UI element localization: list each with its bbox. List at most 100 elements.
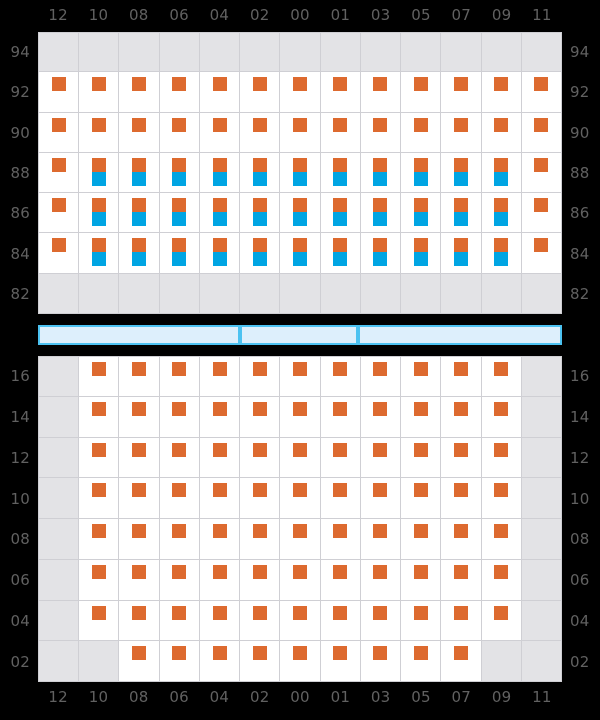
marker-orange[interactable]	[212, 198, 227, 213]
top-panel-cell[interactable]	[280, 72, 321, 113]
marker-orange[interactable]	[333, 524, 348, 538]
marker-orange[interactable]	[252, 117, 267, 132]
bottom-panel-cell[interactable]	[441, 437, 482, 479]
bottom-panel-cell[interactable]	[401, 437, 442, 479]
top-panel-cell[interactable]	[159, 273, 200, 314]
top-panel-cell[interactable]	[199, 112, 241, 153]
top-panel-cell[interactable]	[240, 112, 281, 153]
bottom-panel-cell[interactable]	[38, 600, 80, 642]
top-panel-cell[interactable]	[240, 72, 281, 113]
bottom-panel-cell[interactable]	[360, 437, 402, 479]
top-panel-cell[interactable]	[360, 233, 402, 274]
marker-orange[interactable]	[333, 117, 348, 132]
marker-orange[interactable]	[373, 157, 388, 172]
top-panel-cell[interactable]	[280, 112, 321, 153]
marker-orange[interactable]	[132, 198, 147, 213]
marker-orange[interactable]	[373, 646, 388, 661]
bottom-panel-cell[interactable]	[159, 600, 200, 642]
marker-orange[interactable]	[494, 442, 509, 457]
marker-orange[interactable]	[172, 524, 187, 538]
bottom-panel-cell[interactable]	[240, 559, 281, 601]
bottom-panel-cell[interactable]	[199, 356, 241, 397]
top-panel-cell[interactable]	[38, 72, 80, 113]
bottom-panel-cell[interactable]	[401, 356, 442, 397]
bottom-panel-cell[interactable]	[521, 478, 563, 519]
top-panel-cell[interactable]	[119, 112, 160, 153]
top-panel-cell[interactable]	[521, 273, 563, 314]
marker-orange[interactable]	[453, 524, 468, 538]
top-panel-cell[interactable]	[360, 112, 402, 153]
marker-blue[interactable]	[91, 252, 106, 267]
marker-orange[interactable]	[333, 483, 348, 498]
bottom-panel-cell[interactable]	[159, 519, 200, 560]
bottom-panel-cell[interactable]	[360, 600, 402, 642]
top-panel-cell[interactable]	[119, 152, 160, 194]
marker-orange[interactable]	[333, 362, 348, 376]
bottom-panel-cell[interactable]	[199, 437, 241, 479]
marker-blue[interactable]	[132, 171, 147, 186]
marker-orange[interactable]	[132, 362, 147, 376]
bottom-panel-cell[interactable]	[441, 519, 482, 560]
marker-orange[interactable]	[413, 605, 428, 620]
top-panel-cell[interactable]	[441, 193, 482, 234]
marker-blue[interactable]	[172, 171, 187, 186]
marker-blue[interactable]	[413, 212, 428, 227]
marker-blue[interactable]	[333, 212, 348, 227]
top-panel-cell[interactable]	[481, 72, 522, 113]
marker-blue[interactable]	[453, 212, 468, 227]
marker-orange[interactable]	[453, 442, 468, 457]
marker-orange[interactable]	[453, 564, 468, 579]
bottom-panel-cell[interactable]	[38, 356, 80, 397]
marker-orange[interactable]	[132, 401, 147, 416]
marker-blue[interactable]	[293, 212, 308, 227]
marker-orange[interactable]	[453, 401, 468, 416]
marker-orange[interactable]	[252, 646, 267, 661]
bottom-panel-cell[interactable]	[401, 519, 442, 560]
marker-orange[interactable]	[51, 198, 66, 213]
top-panel-cell[interactable]	[521, 193, 563, 234]
top-panel-cell[interactable]	[320, 112, 361, 153]
marker-orange[interactable]	[413, 442, 428, 457]
marker-orange[interactable]	[413, 198, 428, 213]
bottom-panel-cell[interactable]	[240, 641, 281, 682]
top-panel-cell[interactable]	[159, 72, 200, 113]
bottom-panel-cell[interactable]	[481, 356, 522, 397]
bottom-panel-cell[interactable]	[401, 600, 442, 642]
marker-orange[interactable]	[293, 198, 308, 213]
marker-orange[interactable]	[91, 605, 106, 620]
marker-orange[interactable]	[51, 117, 66, 132]
marker-orange[interactable]	[212, 157, 227, 172]
bottom-panel-cell[interactable]	[38, 641, 80, 682]
bottom-panel-cell[interactable]	[38, 396, 80, 438]
marker-orange[interactable]	[293, 401, 308, 416]
top-panel-cell[interactable]	[481, 273, 522, 314]
bottom-panel-cell[interactable]	[159, 437, 200, 479]
marker-blue[interactable]	[91, 212, 106, 227]
marker-orange[interactable]	[293, 117, 308, 132]
marker-blue[interactable]	[212, 212, 227, 227]
marker-orange[interactable]	[252, 362, 267, 376]
marker-orange[interactable]	[413, 157, 428, 172]
top-panel-cell[interactable]	[119, 32, 160, 73]
marker-orange[interactable]	[453, 198, 468, 213]
bottom-panel-cell[interactable]	[119, 641, 160, 682]
top-panel-cell[interactable]	[159, 32, 200, 73]
top-panel-cell[interactable]	[240, 273, 281, 314]
top-panel-cell[interactable]	[79, 273, 120, 314]
top-panel-cell[interactable]	[521, 72, 563, 113]
marker-blue[interactable]	[494, 171, 509, 186]
bottom-panel-cell[interactable]	[320, 437, 361, 479]
marker-orange[interactable]	[212, 483, 227, 498]
marker-orange[interactable]	[51, 157, 66, 172]
marker-orange[interactable]	[413, 483, 428, 498]
marker-orange[interactable]	[413, 117, 428, 132]
top-panel-cell[interactable]	[240, 32, 281, 73]
bottom-panel-cell[interactable]	[199, 478, 241, 519]
top-panel-cell[interactable]	[360, 72, 402, 113]
marker-orange[interactable]	[212, 77, 227, 92]
top-panel-cell[interactable]	[159, 152, 200, 194]
top-panel-cell[interactable]	[79, 152, 120, 194]
top-panel-cell[interactable]	[521, 32, 563, 73]
marker-orange[interactable]	[333, 198, 348, 213]
marker-blue[interactable]	[293, 171, 308, 186]
